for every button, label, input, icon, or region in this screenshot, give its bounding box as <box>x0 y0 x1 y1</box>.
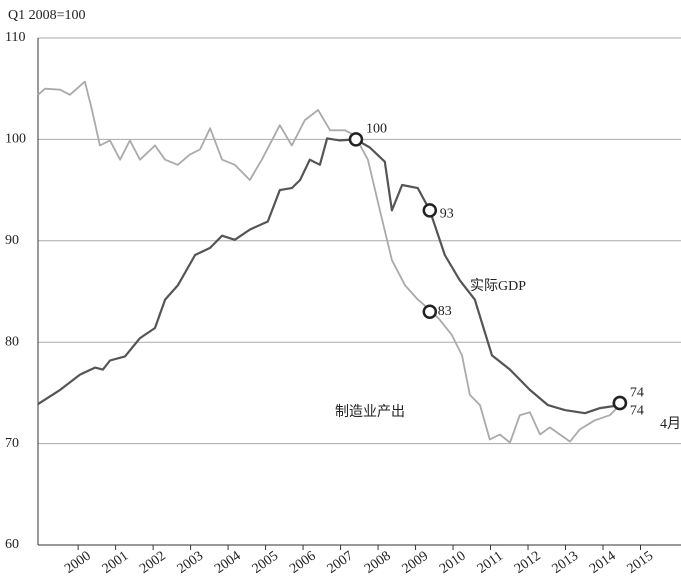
y-tick-label: 70 <box>5 436 19 451</box>
annotation-label: 93 <box>440 207 454 222</box>
x-tick-label: 2000 <box>62 549 94 577</box>
x-tick-label: 2007 <box>325 549 357 577</box>
y-tick-label: 100 <box>5 132 26 147</box>
x-tick-label: 2006 <box>287 549 319 577</box>
x-tick-label: 2010 <box>437 549 469 577</box>
series-label: 实际GDP <box>470 278 526 294</box>
series-line <box>37 80 621 444</box>
x-tick-label: 2005 <box>250 549 282 577</box>
x-tick-label: 2002 <box>137 549 169 577</box>
annotation-label: 74 <box>630 403 644 418</box>
x-tick-label: 2014 <box>587 549 619 577</box>
annotation-marker <box>348 132 364 147</box>
x-tick-label: 2009 <box>400 549 432 577</box>
series-line <box>37 137 621 415</box>
y-tick-label: 110 <box>5 30 25 45</box>
y-tick-label: 60 <box>5 537 19 552</box>
y-tick-label: 80 <box>5 334 19 349</box>
annotation-marker <box>612 395 628 411</box>
x-tick-label: 2015 <box>625 549 657 577</box>
annotation-label: 100 <box>366 122 387 137</box>
x-tick-label: 2003 <box>175 549 207 577</box>
annotation-label: 83 <box>438 304 452 319</box>
series-label: 制造业产出 <box>335 404 405 420</box>
x-tick-label: 2012 <box>512 549 544 577</box>
annotation-marker <box>422 304 438 320</box>
x-tick-label: 2013 <box>550 549 582 577</box>
x-tick-label: 2008 <box>362 549 394 577</box>
annotation-label: 74 <box>630 385 644 400</box>
annotation-marker <box>422 203 438 218</box>
x-tick-label: 2001 <box>100 549 132 577</box>
y-tick-label: 90 <box>5 233 19 248</box>
note: 4月 <box>660 416 681 432</box>
x-tick-label: 2004 <box>212 549 244 577</box>
y-axis-title: Q1 2008=100 <box>8 8 86 23</box>
x-tick-label: 2011 <box>475 549 506 577</box>
